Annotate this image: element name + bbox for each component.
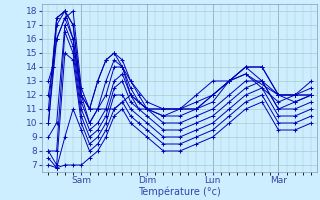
X-axis label: Température (°c): Température (°c) [138,187,220,197]
